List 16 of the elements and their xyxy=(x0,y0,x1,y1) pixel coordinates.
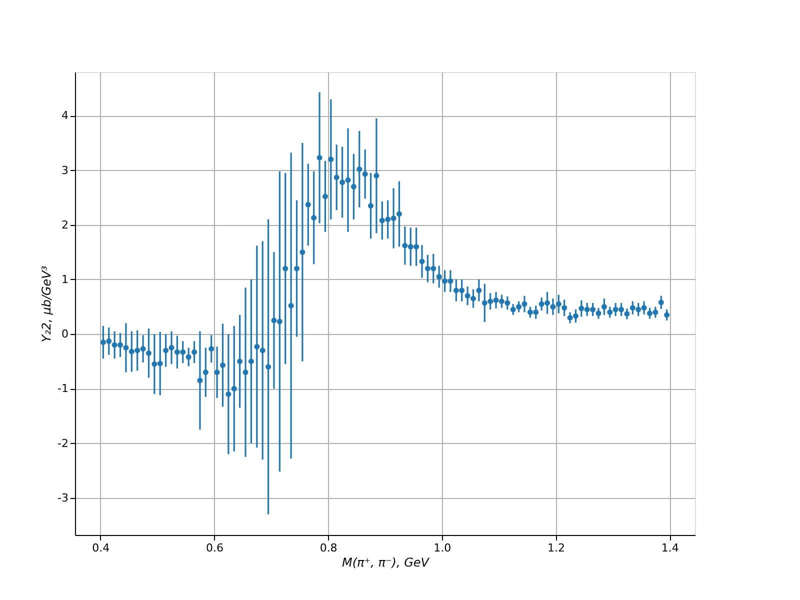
y-tick-label: 3 xyxy=(62,164,68,177)
x-tick-label: 1.0 xyxy=(434,542,452,554)
y-tick-label: 2 xyxy=(62,218,68,232)
y-tick-label: 4 xyxy=(62,109,68,122)
y-axis-title: Y₂2, μb/GeV³ xyxy=(40,266,54,342)
x-axis-title: M(π⁺, π⁻), GeV xyxy=(342,556,430,570)
y-tick-label: 1 xyxy=(62,272,68,286)
y-tick-label: 0 xyxy=(62,328,68,341)
x-tick-label: 1.4 xyxy=(661,542,679,554)
x-tick-label: 0.6 xyxy=(206,542,224,554)
y-tick-label: -1 xyxy=(58,382,68,396)
x-tick-label: 1.2 xyxy=(548,542,566,554)
y-tick-label: -2 xyxy=(58,436,68,450)
x-tick-label: 0.8 xyxy=(320,542,338,554)
y-tick-label: -3 xyxy=(58,491,68,504)
x-tick-label: 0.4 xyxy=(92,542,110,554)
